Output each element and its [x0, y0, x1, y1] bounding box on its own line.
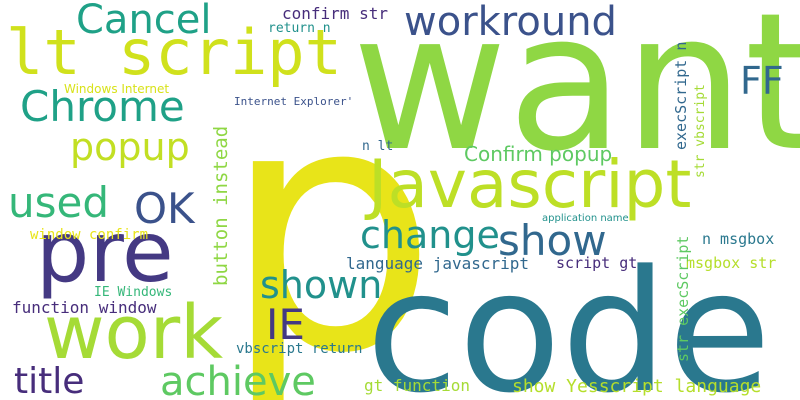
word-language-javascript: language javascript — [346, 254, 530, 273]
word-window-confirm: window confirm — [30, 227, 149, 243]
word-shown: shown — [260, 263, 383, 307]
word-script-gt: script gt — [556, 254, 638, 272]
word-ie: IE — [266, 300, 305, 349]
word-application-name: application name — [542, 213, 629, 224]
word-n-msgbox: n msgbox — [702, 230, 775, 248]
word-pre: pre — [36, 203, 174, 301]
word-change: change — [360, 213, 500, 257]
word-p: p — [222, 32, 438, 400]
word-confirm-popup: Confirm popup — [464, 142, 613, 166]
word-execscript-n: execScript n — [672, 41, 690, 150]
word-code: code — [366, 234, 772, 400]
word-chrome: Chrome — [20, 82, 185, 131]
word-work: work — [44, 290, 224, 376]
word-internet-explorer: Internet Explorer' — [234, 95, 354, 108]
word-ff: FF — [740, 59, 784, 103]
word-show-1: show — [498, 216, 607, 265]
word-str-vbscript: str vbscript — [693, 84, 708, 178]
word-used: used — [8, 178, 110, 227]
word-want: want — [352, 0, 800, 193]
word-workround: workround — [404, 0, 617, 45]
word-confirm-str: confirm str — [282, 4, 388, 23]
word-button-instead: button instead — [210, 125, 232, 286]
word-achieve: achieve — [160, 359, 316, 400]
word-vbscript-return: vbscript return — [236, 341, 363, 357]
word-popup: popup — [70, 125, 190, 169]
word-str-execscript-vertical: str execScript — [674, 235, 692, 362]
word-n-lt: n lt — [362, 139, 394, 154]
word-cancel: Cancel — [76, 0, 212, 43]
word-gt-function: gt function — [364, 376, 470, 395]
word-title: title — [14, 361, 85, 400]
word-lt-script: lt script — [6, 16, 342, 89]
word-ie-windows: IE Windows — [94, 285, 173, 300]
word-return-n: return n — [268, 21, 331, 36]
word-javascript: Javascript — [368, 146, 692, 223]
word-function-window: function window — [12, 298, 157, 317]
word-show-yesscript-language: show Yesscript language — [512, 376, 762, 397]
word-ok: OK — [134, 184, 195, 233]
word-windows-internet: Windows Internet — [64, 82, 170, 96]
word-msgbox-str: msgbox str — [686, 254, 777, 272]
